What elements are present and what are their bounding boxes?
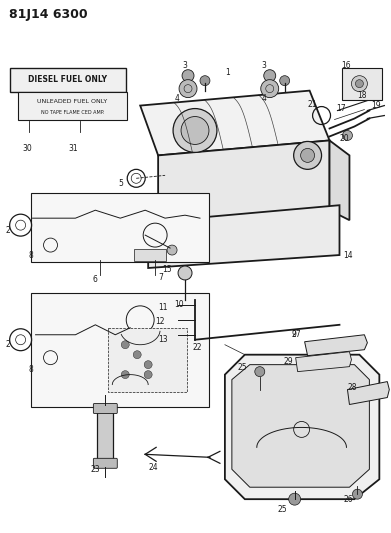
Circle shape — [167, 245, 177, 255]
Circle shape — [173, 109, 217, 152]
Text: 2: 2 — [6, 340, 11, 349]
Circle shape — [178, 266, 192, 280]
Text: UNLEADED FUEL ONLY: UNLEADED FUEL ONLY — [37, 99, 108, 104]
Text: 29: 29 — [284, 357, 293, 366]
Polygon shape — [232, 365, 369, 487]
Circle shape — [179, 79, 197, 98]
FancyBboxPatch shape — [134, 249, 166, 261]
Text: NO TAPE FLAME CED AMP.: NO TAPE FLAME CED AMP. — [41, 110, 104, 115]
FancyBboxPatch shape — [93, 403, 117, 414]
Text: 13: 13 — [158, 335, 168, 344]
Circle shape — [352, 76, 368, 92]
Text: 14: 14 — [343, 251, 353, 260]
FancyBboxPatch shape — [30, 293, 209, 407]
Text: 81J14 6300: 81J14 6300 — [9, 9, 87, 21]
Circle shape — [200, 76, 210, 86]
Text: 31: 31 — [68, 144, 78, 153]
Text: 28: 28 — [348, 383, 357, 392]
Text: 30: 30 — [23, 144, 32, 153]
Polygon shape — [348, 382, 389, 405]
Text: 19: 19 — [371, 101, 381, 110]
Polygon shape — [305, 335, 368, 356]
Text: DIESEL FUEL ONLY: DIESEL FUEL ONLY — [28, 75, 107, 84]
Circle shape — [175, 317, 181, 323]
Text: 4: 4 — [262, 94, 267, 103]
Circle shape — [289, 493, 301, 505]
Circle shape — [352, 489, 362, 499]
Circle shape — [144, 361, 152, 369]
Text: 1: 1 — [225, 68, 230, 77]
Circle shape — [280, 76, 290, 86]
Text: 18: 18 — [357, 91, 367, 100]
Text: 2: 2 — [6, 225, 11, 235]
Circle shape — [121, 341, 129, 349]
Polygon shape — [97, 409, 113, 459]
Text: 25: 25 — [278, 505, 287, 514]
Text: 8: 8 — [29, 251, 33, 260]
Polygon shape — [296, 352, 352, 372]
Polygon shape — [330, 141, 350, 220]
Circle shape — [255, 367, 265, 377]
Text: 16: 16 — [341, 61, 351, 70]
FancyBboxPatch shape — [10, 68, 126, 92]
FancyBboxPatch shape — [108, 328, 187, 392]
Text: 11: 11 — [158, 303, 168, 312]
Circle shape — [294, 141, 321, 169]
Circle shape — [133, 351, 141, 359]
Text: 6: 6 — [92, 276, 97, 285]
Text: 25: 25 — [238, 363, 248, 372]
Circle shape — [175, 332, 181, 338]
Circle shape — [175, 302, 181, 308]
Text: 26: 26 — [343, 495, 353, 504]
Text: 5: 5 — [118, 179, 123, 188]
Circle shape — [261, 79, 279, 98]
Text: 3: 3 — [262, 61, 267, 70]
FancyBboxPatch shape — [343, 68, 382, 100]
Text: 27: 27 — [292, 330, 301, 340]
Text: 3: 3 — [182, 61, 187, 70]
Text: 12: 12 — [155, 317, 165, 326]
Text: 21: 21 — [308, 100, 317, 109]
Text: 7: 7 — [158, 273, 163, 282]
Text: 4: 4 — [175, 94, 180, 103]
Text: 23: 23 — [90, 465, 100, 474]
Text: 10: 10 — [174, 301, 184, 309]
FancyBboxPatch shape — [30, 193, 209, 262]
Polygon shape — [140, 91, 330, 156]
Circle shape — [144, 370, 152, 378]
Text: 17: 17 — [337, 104, 346, 113]
Circle shape — [264, 70, 276, 82]
Text: 24: 24 — [148, 463, 158, 472]
Polygon shape — [148, 205, 339, 268]
Circle shape — [121, 370, 129, 378]
Text: 8: 8 — [29, 365, 33, 374]
Text: 9: 9 — [292, 330, 296, 340]
Circle shape — [301, 148, 315, 163]
Circle shape — [343, 131, 352, 141]
Text: 20: 20 — [339, 134, 349, 143]
Circle shape — [181, 117, 209, 144]
Text: 15: 15 — [162, 265, 172, 274]
Polygon shape — [225, 354, 379, 499]
FancyBboxPatch shape — [18, 92, 127, 119]
Circle shape — [355, 79, 363, 87]
FancyBboxPatch shape — [93, 458, 117, 469]
Circle shape — [182, 70, 194, 82]
Polygon shape — [158, 141, 330, 228]
Text: 22: 22 — [192, 343, 201, 352]
